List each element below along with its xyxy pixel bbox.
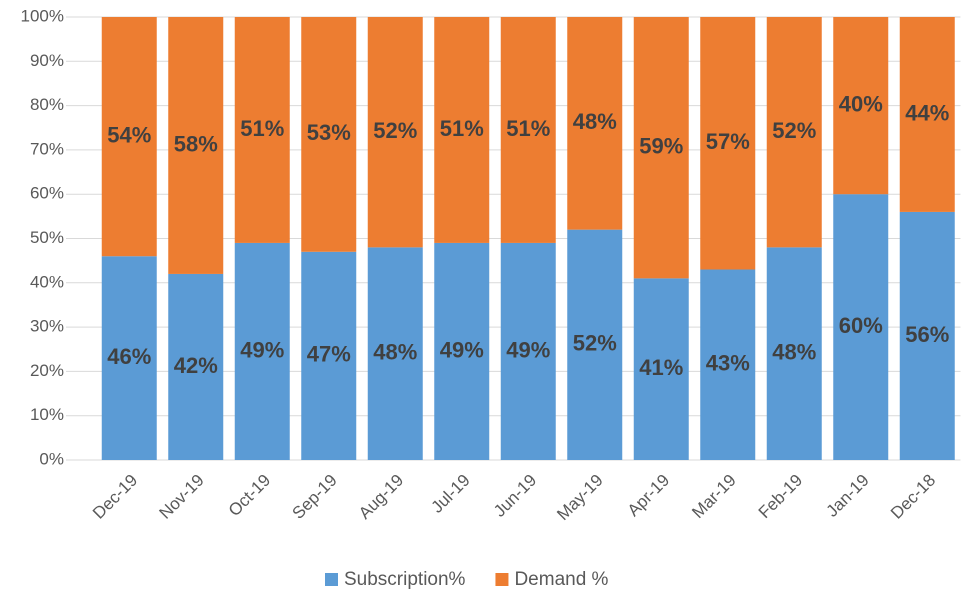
value-label: 49% (440, 337, 484, 362)
y-tick-label: 100% (21, 6, 64, 25)
bar-segment (434, 242, 490, 460)
x-tick-label: Sep-19 (289, 471, 341, 523)
bar-segment (766, 247, 822, 460)
y-tick-label: 20% (30, 361, 64, 380)
legend-label: Demand % (514, 569, 608, 590)
legend-swatch (325, 573, 338, 586)
value-label: 44% (905, 100, 949, 125)
x-tick-label: Aug-19 (355, 471, 407, 523)
value-label: 53% (307, 120, 351, 145)
value-label: 52% (373, 118, 417, 143)
value-label: 48% (772, 339, 816, 364)
bar-segment (700, 17, 756, 270)
bar-segment (700, 269, 756, 460)
y-tick-label: 90% (30, 51, 64, 70)
x-tick-label: Mar-19 (688, 471, 740, 523)
bar-segment (500, 242, 556, 460)
y-tick-label: 70% (30, 139, 64, 158)
bar-segment (500, 17, 556, 243)
y-tick-label: 30% (30, 317, 64, 336)
x-tick-label: Jan-19 (823, 471, 873, 521)
bar-segment (567, 229, 623, 460)
bar-segment (899, 17, 955, 212)
bar-segment (367, 17, 423, 248)
bar-segment (301, 17, 357, 252)
x-tick-label: Dec-18 (887, 471, 939, 523)
x-tick-label: Jun-19 (490, 471, 540, 521)
bar-segment (234, 242, 290, 460)
bar-segment (567, 17, 623, 230)
y-tick-label: 60% (30, 184, 64, 203)
bar-segment (367, 247, 423, 460)
value-label: 47% (307, 342, 351, 367)
bar-segment (633, 17, 689, 279)
bar-segment (434, 17, 490, 243)
value-label: 42% (174, 353, 218, 378)
bar-segment (633, 278, 689, 460)
value-label: 48% (573, 109, 617, 134)
value-label: 51% (506, 116, 550, 141)
bar-segment (833, 17, 889, 195)
value-label: 56% (905, 322, 949, 347)
y-tick-label: 50% (30, 228, 64, 247)
value-label: 54% (107, 122, 151, 147)
bar-segment (101, 256, 157, 460)
bar-segment (301, 251, 357, 460)
x-tick-label: Oct-19 (225, 471, 275, 521)
y-tick-label: 40% (30, 272, 64, 291)
value-label: 46% (107, 344, 151, 369)
x-tick-label: Dec-19 (89, 471, 141, 523)
x-tick-label: Feb-19 (755, 471, 807, 523)
y-tick-label: 0% (39, 449, 64, 468)
value-label: 49% (240, 337, 284, 362)
x-tick-label: May-19 (553, 471, 607, 525)
bar-segment (833, 194, 889, 460)
value-label: 51% (440, 116, 484, 141)
value-label: 51% (240, 116, 284, 141)
value-label: 58% (174, 131, 218, 156)
value-label: 59% (639, 133, 683, 158)
value-label: 48% (373, 339, 417, 364)
bar-segment (168, 17, 224, 274)
value-label: 52% (772, 118, 816, 143)
value-label: 43% (706, 351, 750, 376)
legend-label: Subscription% (344, 569, 466, 590)
y-tick-label: 10% (30, 405, 64, 424)
bar-segment (234, 17, 290, 243)
x-tick-label: Apr-19 (624, 471, 674, 521)
value-label: 49% (506, 337, 550, 362)
bar-segment (899, 211, 955, 460)
x-tick-label: Nov-19 (156, 471, 208, 523)
x-tick-label: Jul-19 (428, 471, 474, 517)
legend-swatch (495, 573, 509, 586)
bar-segment (101, 17, 157, 257)
y-tick-label: 80% (30, 95, 64, 114)
value-label: 40% (839, 91, 883, 116)
value-label: 41% (639, 355, 683, 380)
value-label: 52% (573, 331, 617, 356)
bar-segment (168, 273, 224, 460)
value-label: 60% (839, 313, 883, 338)
value-label: 57% (706, 129, 750, 154)
bar-segment (766, 17, 822, 248)
